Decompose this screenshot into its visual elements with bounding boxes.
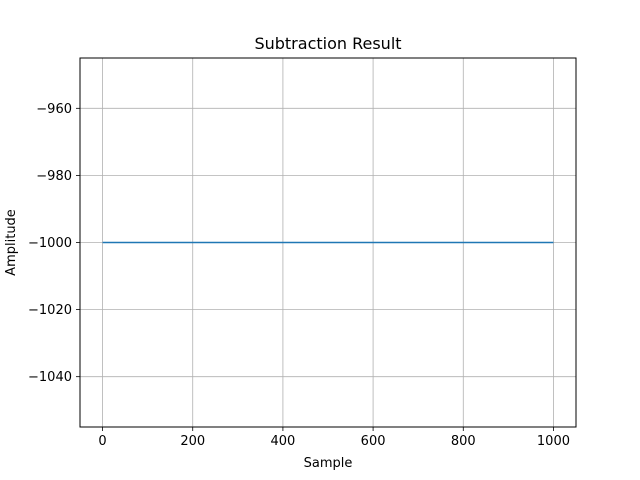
x-tick-label: 200 (180, 434, 205, 449)
y-tick-label: −1000 (28, 236, 72, 251)
y-tick-label: −1020 (28, 303, 72, 318)
y-axis-label: Amplitude (4, 209, 19, 276)
y-tick-label: −1040 (28, 370, 72, 385)
y-tick-label: −960 (36, 102, 72, 117)
x-tick-label: 0 (98, 434, 106, 449)
x-axis-label: Sample (304, 456, 353, 471)
x-tick-label: 400 (270, 434, 295, 449)
x-tick-label: 800 (451, 434, 476, 449)
x-tick-label: 600 (361, 434, 386, 449)
tick-layer: 0 200 400 600 800 1000 −1040 −1020 −1000 −980 −960 (28, 102, 570, 449)
chart-title: Subtraction Result (254, 34, 401, 53)
y-tick-label: −980 (36, 169, 72, 184)
x-tick-label: 1000 (537, 434, 570, 449)
